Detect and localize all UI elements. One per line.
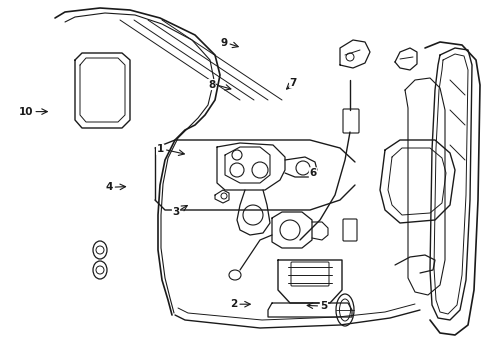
Text: 2: 2 — [229, 299, 237, 309]
Text: 8: 8 — [207, 80, 215, 90]
Text: 7: 7 — [289, 78, 297, 88]
Text: 3: 3 — [172, 207, 179, 217]
Text: 10: 10 — [19, 107, 33, 117]
Text: 9: 9 — [220, 38, 227, 48]
Text: 4: 4 — [105, 182, 112, 192]
Text: 5: 5 — [320, 301, 327, 311]
Text: 6: 6 — [309, 168, 316, 178]
Text: 1: 1 — [156, 144, 163, 154]
